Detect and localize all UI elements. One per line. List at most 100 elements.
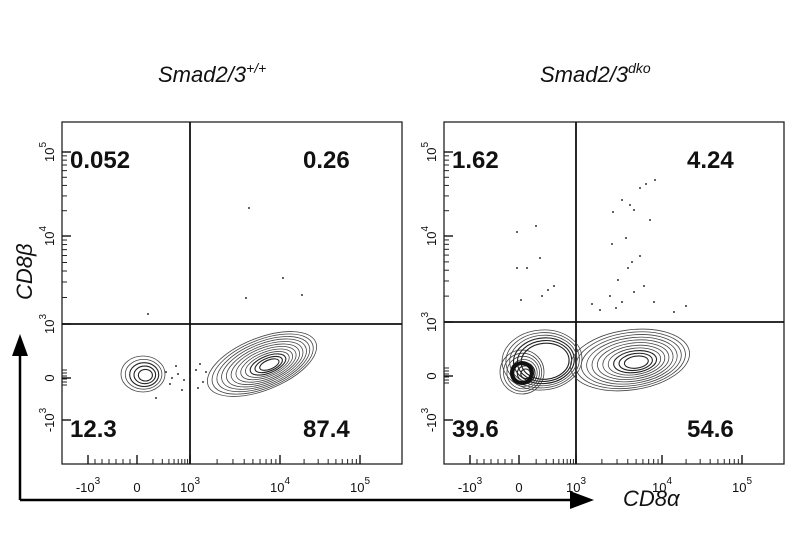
x-axis-ticks: -103 0 103 104 105: [76, 455, 370, 495]
event-dot: [202, 381, 204, 383]
event-dot: [177, 373, 179, 375]
y-tick-exponent: 3: [38, 407, 49, 413]
x-tick-label: -103: [458, 476, 483, 495]
quadrant-lower-right-value: 54.6: [687, 416, 734, 443]
event-dot: [282, 277, 284, 279]
event-dot: [197, 387, 199, 389]
y-tick-exponent: 4: [38, 226, 49, 232]
contour-ring: [570, 328, 690, 392]
y-tick-label: -103: [38, 407, 57, 432]
contour-ring: [133, 365, 157, 385]
plot-frame: [61, 121, 403, 465]
quadrant-lower-right-value: 87.4: [303, 416, 350, 443]
contour-ring: [503, 352, 543, 392]
event-dot: [541, 295, 543, 297]
panel-title-main: Smad2/3: [540, 62, 629, 87]
y-tick-label: 104: [420, 226, 439, 246]
contour-ring: [129, 362, 160, 388]
contour-ring: [211, 333, 314, 395]
event-dot: [547, 289, 549, 291]
event-dot: [654, 179, 656, 181]
quadrant-lower-left-value: 12.3: [70, 416, 117, 443]
contour-ring: [512, 337, 575, 385]
x-tick-exponent: 3: [477, 476, 483, 487]
event-dot: [685, 305, 687, 307]
event-dot: [631, 261, 633, 263]
event-dot: [183, 379, 185, 381]
contour-ring: [259, 358, 280, 371]
contour-ring: [618, 352, 653, 372]
y-tick-exponent: 4: [420, 226, 431, 232]
event-dot: [248, 207, 250, 209]
event-dot: [673, 311, 675, 313]
x-axis-arrowhead: [570, 491, 594, 509]
contour-ring: [137, 368, 153, 382]
event-dot: [639, 187, 641, 189]
y-tick-exponent: 3: [38, 314, 49, 320]
y-tick-exponent: 5: [420, 142, 431, 148]
x-tick-exponent: 3: [580, 476, 586, 487]
event-dot: [155, 397, 157, 399]
panel-title-wildtype: Smad2/3+/+: [158, 60, 266, 87]
y-tick-label: 0: [42, 374, 57, 381]
event-dot: [147, 313, 149, 315]
x-tick-exponent: 4: [284, 476, 290, 487]
y-tick-exponent: 5: [38, 142, 49, 148]
event-dot: [535, 225, 537, 227]
panel-title-superscript: +/+: [246, 60, 266, 76]
event-dot: [539, 257, 541, 259]
contour-ring: [613, 350, 658, 374]
event-dot: [643, 285, 645, 287]
events-scatter: [147, 207, 303, 399]
x-tick-exponent: 5: [364, 476, 370, 487]
x-tick-exponent: 5: [746, 476, 752, 487]
contour-ring: [506, 355, 540, 390]
contour-plot: [499, 328, 690, 395]
event-dot: [629, 204, 631, 206]
y-axis-ticks: -103 0 103 104 105: [420, 142, 453, 432]
y-tick-label: -103: [420, 407, 439, 432]
event-dot: [195, 369, 197, 371]
panel-title-superscript: dko: [628, 60, 651, 76]
x-axis-ticks: -103 0 103 104 105: [458, 455, 752, 495]
contour-ring: [580, 334, 682, 387]
x-tick-label: 0: [515, 480, 522, 495]
contour-plot: [120, 331, 318, 397]
contour-ring: [591, 339, 674, 383]
event-dot: [612, 211, 614, 213]
event-dot: [591, 303, 593, 305]
y-tick-label: 103: [420, 312, 439, 332]
contour-ring: [249, 353, 287, 376]
x-tick-label: 105: [732, 476, 752, 495]
event-dot: [301, 294, 303, 296]
quadrant-lower-left-value: 39.6: [452, 416, 499, 443]
quadrant-upper-right-value: 0.26: [303, 147, 350, 174]
x-tick-label: 104: [270, 476, 290, 495]
event-dot: [649, 219, 651, 221]
contour-ring: [124, 358, 163, 390]
panel-wildtype: Smad2/3+/+ -103 0 103 104 105 -103 0 103 104 105…: [38, 60, 403, 495]
x-tick-exponent: 3: [194, 476, 200, 487]
event-dot: [625, 237, 627, 239]
x-tick-label: 103: [566, 476, 586, 495]
y-tick-exponent: 3: [420, 312, 431, 318]
event-dot: [621, 199, 623, 201]
contour-ring: [602, 344, 666, 378]
event-dot: [205, 371, 207, 373]
contour-ring: [509, 334, 578, 387]
event-dot: [599, 309, 601, 311]
contour-ring: [230, 343, 300, 385]
contour-ring: [206, 331, 318, 397]
event-dot: [175, 365, 177, 367]
contour-ring: [226, 341, 304, 388]
event-dot: [526, 267, 528, 269]
event-dot: [165, 371, 167, 373]
panel-title-main: Smad2/3: [158, 62, 247, 87]
quadrant-upper-left-value: 0.052: [70, 147, 130, 174]
event-dot: [639, 255, 641, 257]
x-tick-exponent: 4: [666, 476, 672, 487]
contour-ring: [505, 332, 580, 389]
y-axis-label: CD8β: [12, 243, 37, 300]
y-tick-label: 104: [38, 226, 57, 246]
contour-ring: [240, 348, 293, 381]
